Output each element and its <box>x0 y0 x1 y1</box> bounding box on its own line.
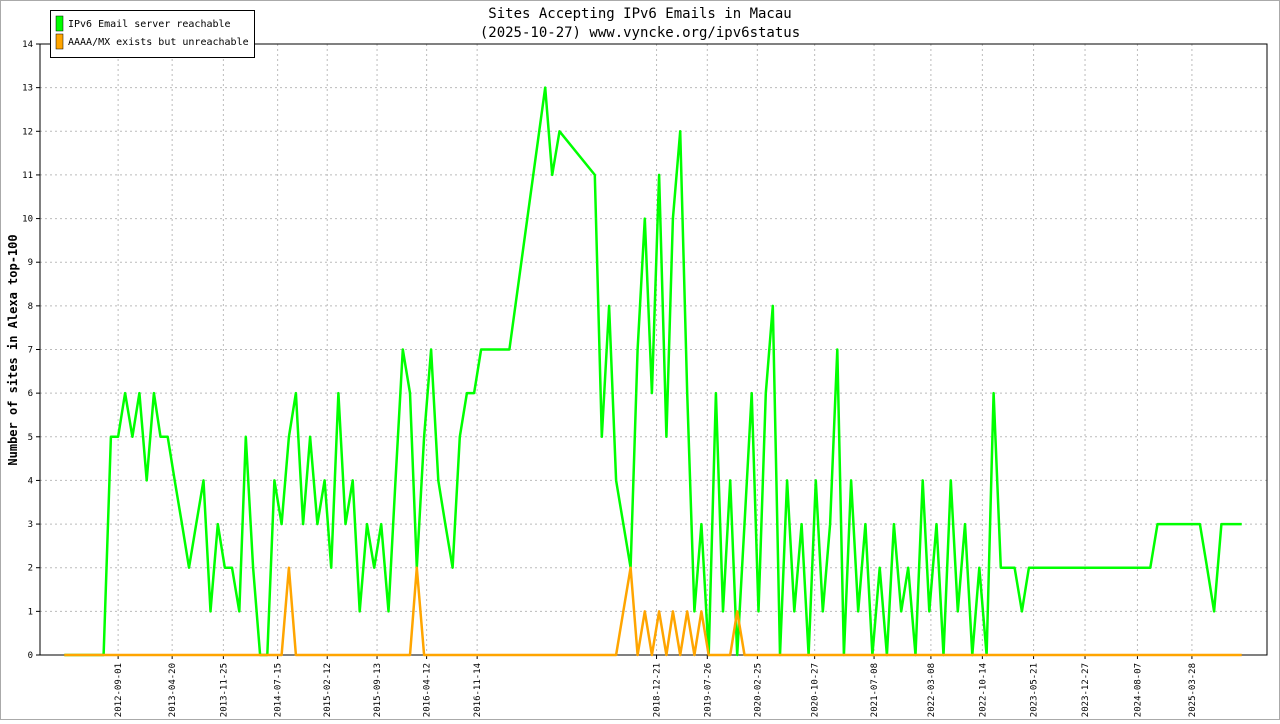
y-tick-label: 5 <box>28 433 33 443</box>
y-tick-label: 12 <box>22 127 33 137</box>
legend-label: AAAA/MX exists but unreachable <box>68 37 249 48</box>
x-tick-label: 2015-09-13 <box>373 663 383 717</box>
x-tick-label: 2020-10-27 <box>811 663 821 717</box>
chart-title: Sites Accepting IPv6 Emails in Macau <box>488 6 791 22</box>
x-tick-label: 2020-02-25 <box>753 663 763 717</box>
y-tick-label: 3 <box>28 520 33 530</box>
x-tick-label: 2016-04-12 <box>423 663 433 717</box>
legend: IPv6 Email server reachable AAAA/MX exist… <box>50 10 255 58</box>
plot-frame <box>39 43 1268 656</box>
y-tick-label: 11 <box>22 171 33 181</box>
chart-subtitle: (2025-10-27) www.vyncke.org/ipv6status <box>480 25 800 41</box>
y-tick-label: 9 <box>28 258 33 268</box>
x-tick-label: 2013-11-25 <box>219 663 229 717</box>
x-tick-label: 2018-12-21 <box>653 663 663 717</box>
y-tick-label: 2 <box>28 564 33 574</box>
y-tick-label: 0 <box>28 651 33 661</box>
x-tick-label: 2021-07-08 <box>870 663 880 717</box>
x-tick-label: 2024-08-07 <box>1133 663 1143 717</box>
x-tick-label: 2016-11-14 <box>473 663 483 717</box>
y-tick-label: 14 <box>22 40 33 50</box>
y-tick-label: 6 <box>28 389 33 399</box>
x-tick-label: 2013-04-20 <box>168 663 178 717</box>
data-line <box>64 566 1242 657</box>
legend-label: IPv6 Email server reachable <box>68 19 231 30</box>
x-tick-label: 2019-07-26 <box>703 663 713 717</box>
y-tick-label: 8 <box>28 302 33 312</box>
x-tick-label: 2015-02-12 <box>323 663 333 717</box>
x-tick-label: 2025-03-28 <box>1188 663 1198 717</box>
x-tick-label: 2022-10-14 <box>978 663 988 717</box>
y-tick-label: 13 <box>22 84 33 94</box>
legend-swatch <box>55 33 64 50</box>
x-tick-label: 2022-03-08 <box>927 663 937 717</box>
y-tick-label: 7 <box>28 346 33 356</box>
x-tick-label: 2023-12-27 <box>1081 663 1091 717</box>
y-tick-label: 4 <box>28 476 33 486</box>
legend-box <box>50 10 255 58</box>
x-tick-label: 2023-05-21 <box>1030 663 1040 717</box>
legend-swatch <box>55 15 64 32</box>
x-tick-label: 2014-07-15 <box>274 663 284 717</box>
y-tick-label: 10 <box>22 215 33 225</box>
y-tick-label: 1 <box>28 607 33 617</box>
x-tick-label: 2012-09-01 <box>114 663 124 717</box>
y-axis-label: Number of sites in Alexa top-100 <box>6 234 20 465</box>
data-line <box>64 86 1242 657</box>
